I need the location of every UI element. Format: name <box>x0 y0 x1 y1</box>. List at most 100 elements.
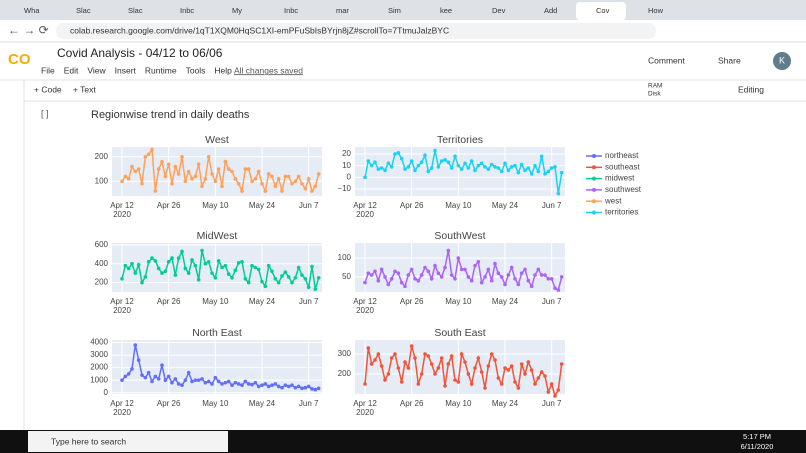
point <box>160 159 164 164</box>
tab[interactable] <box>628 2 678 20</box>
point <box>190 258 194 262</box>
point <box>546 390 551 394</box>
menu-item[interactable]: Insert <box>115 65 137 75</box>
nav-buttons[interactable]: ← → ⟳ <box>8 23 49 37</box>
x-tick-label: Apr 26 <box>400 201 424 210</box>
tab[interactable] <box>108 2 158 20</box>
point <box>383 275 387 279</box>
editing-status[interactable]: Editing <box>738 84 764 94</box>
tab[interactable] <box>472 2 522 20</box>
point <box>170 380 174 385</box>
search-box[interactable] <box>28 431 228 452</box>
point <box>523 168 527 173</box>
tab[interactable] <box>524 2 574 20</box>
point <box>479 280 484 285</box>
tabs: Wha Slac Slac Inbc My Inbc mar Sim kee Dev Add Cov H… <box>4 2 678 20</box>
point <box>449 273 454 277</box>
point <box>180 249 184 254</box>
point <box>200 248 204 253</box>
legend-label[interactable]: territories <box>605 208 638 217</box>
point <box>130 261 134 266</box>
point <box>506 368 511 372</box>
point <box>429 277 434 281</box>
tab[interactable] <box>56 2 106 20</box>
legend-label[interactable]: northeast <box>605 151 639 160</box>
menu-item[interactable]: Edit <box>64 65 79 75</box>
point <box>509 364 514 368</box>
legend-label[interactable]: west <box>604 196 622 205</box>
point <box>140 280 144 285</box>
point <box>549 277 554 281</box>
tab[interactable] <box>420 2 470 20</box>
point <box>549 382 554 386</box>
notebook-title[interactable]: Covid Analysis - 04/12 to 06/06 <box>57 46 223 60</box>
point <box>536 376 541 380</box>
share-button[interactable]: Share <box>718 55 741 65</box>
point <box>536 169 541 174</box>
point <box>503 161 507 166</box>
point <box>263 284 268 289</box>
tab[interactable] <box>212 2 262 20</box>
point <box>473 168 477 173</box>
point <box>223 380 228 385</box>
point <box>529 368 534 372</box>
menu-item[interactable]: Help <box>214 65 232 75</box>
logo[interactable]: CO <box>8 51 31 68</box>
point <box>276 384 281 389</box>
legend-marker <box>592 165 596 170</box>
point <box>240 189 244 193</box>
menu-item[interactable]: File <box>41 65 55 75</box>
y-tick-label: 400 <box>95 259 109 268</box>
legend-label[interactable]: southwest <box>605 185 642 194</box>
menu-item[interactable]: View <box>87 65 106 75</box>
tab[interactable] <box>160 2 210 20</box>
point <box>513 163 517 168</box>
point <box>383 168 387 173</box>
url-box[interactable] <box>56 23 656 39</box>
point <box>290 280 294 285</box>
point <box>213 375 218 380</box>
legend-marker <box>592 210 596 215</box>
tab[interactable] <box>316 2 366 20</box>
point <box>283 174 288 179</box>
point <box>203 177 208 181</box>
point <box>469 278 474 283</box>
point <box>539 154 544 159</box>
menu-item[interactable]: Tools <box>186 65 206 75</box>
add-text[interactable]: + Text <box>73 84 96 94</box>
point <box>456 256 461 260</box>
tab[interactable] <box>368 2 418 20</box>
legend-label[interactable]: midwest <box>605 174 635 183</box>
saved-status[interactable]: All changes saved <box>234 65 303 75</box>
comment-button[interactable]: Comment <box>648 55 685 65</box>
add-code[interactable]: + Code <box>34 84 62 94</box>
x-tick-label: May 24 <box>492 399 519 408</box>
point <box>476 163 481 168</box>
tab[interactable] <box>576 2 626 20</box>
point <box>226 167 231 171</box>
point <box>153 189 158 193</box>
point <box>316 276 321 280</box>
x-tick-label: Apr 26 <box>157 201 181 210</box>
point <box>383 378 387 382</box>
x-tick-label: Apr 12 2020 <box>353 201 377 219</box>
tab-title: Wha <box>24 6 40 15</box>
tab[interactable] <box>264 2 314 20</box>
point <box>403 167 407 171</box>
point <box>553 165 557 169</box>
ram-label: RAM <box>648 83 662 90</box>
y-tick-label: 100 <box>338 253 352 262</box>
menu-item[interactable]: Runtime <box>145 65 177 75</box>
point <box>166 374 171 379</box>
legend-label[interactable]: southeast <box>605 162 640 171</box>
point <box>453 378 457 382</box>
point <box>153 374 158 379</box>
tab[interactable] <box>4 2 54 20</box>
point <box>439 159 444 163</box>
point <box>270 269 274 274</box>
avatar[interactable] <box>773 52 791 70</box>
point <box>300 386 304 391</box>
point <box>469 159 474 163</box>
run-indicator[interactable]: [ ] <box>41 108 49 118</box>
x-tick-label: Jun 7 <box>299 297 319 306</box>
